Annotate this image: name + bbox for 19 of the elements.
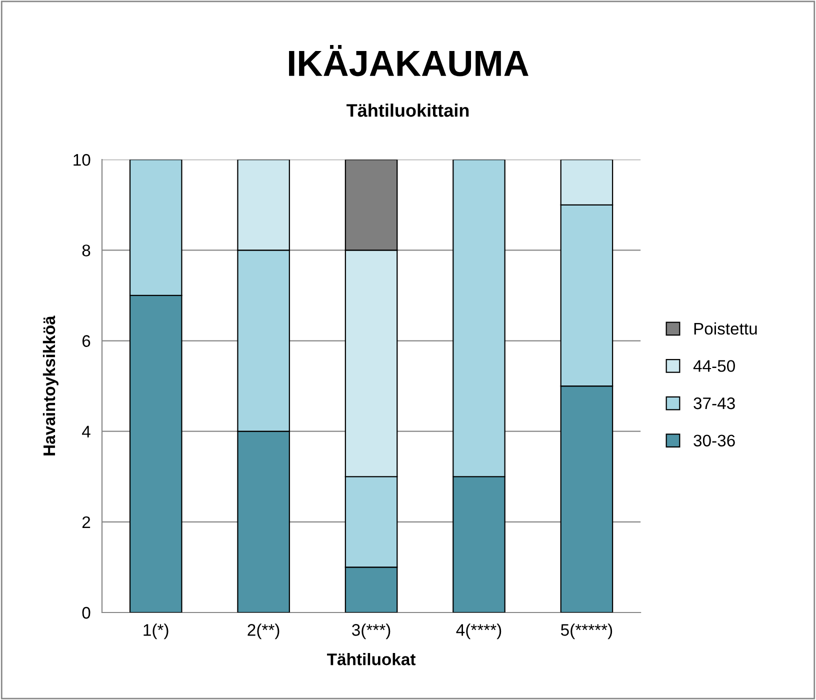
x-tick-label: 3(***) (352, 624, 390, 640)
legend-label: 37-43 (694, 397, 735, 410)
legend-label: 30-36 (694, 434, 735, 447)
x-tick-label: 2(**) (248, 624, 280, 640)
x-tick-label: 5(*****) (560, 624, 612, 640)
x-tick-label: 1(*) (144, 624, 168, 640)
y-tick-label: 0 (82, 606, 90, 619)
legend-label: 44-50 (693, 360, 735, 372)
y-axis-title: Havaintoyksikköä (42, 316, 58, 456)
y-tick-label: 8 (82, 244, 90, 256)
x-tick-label: 4(****) (456, 624, 502, 640)
y-tick-label: 4 (82, 426, 90, 438)
y-tick-label: 2 (82, 516, 90, 528)
chart-title: IKÄJAKAUMA (289, 44, 528, 76)
y-tick-label: 10 (74, 154, 90, 166)
y-tick-label: 6 (82, 335, 90, 347)
legend-label: Poistettu (694, 322, 757, 335)
x-axis-title: Tähtiluokat (327, 653, 416, 666)
chart-subtitle: Tähtiluokittain (346, 104, 469, 117)
